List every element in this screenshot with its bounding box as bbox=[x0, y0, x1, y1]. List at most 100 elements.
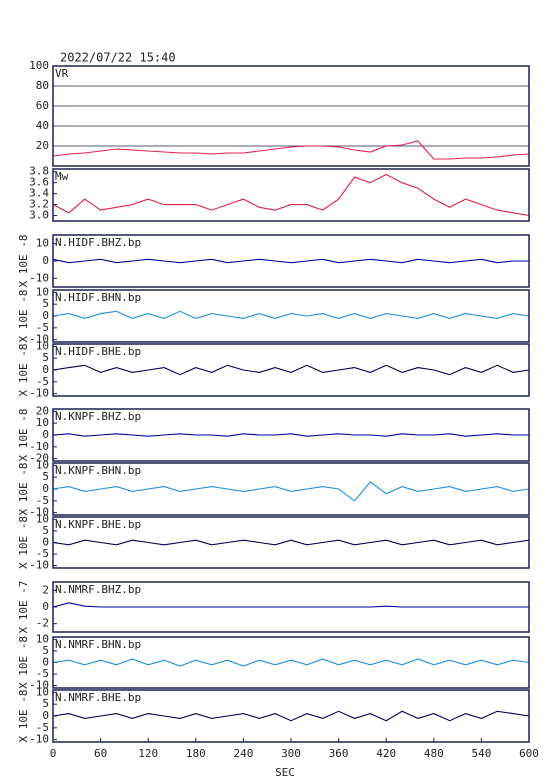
y-tick-label: 0 bbox=[42, 254, 49, 267]
y-tick-label: -5 bbox=[36, 667, 49, 680]
y-axis-label: X 10E -8 bbox=[17, 344, 30, 397]
y-tick-label: 10 bbox=[36, 632, 49, 645]
y-tick-label: 0 bbox=[42, 709, 49, 722]
panel-label: N.NMRF.BHN.bp bbox=[55, 638, 141, 651]
x-tick-label: 420 bbox=[376, 747, 396, 760]
trace bbox=[52, 258, 529, 264]
y-axis-label: X 10E -7 bbox=[17, 581, 30, 634]
y-tick-label: 3.6 bbox=[29, 176, 49, 189]
x-tick-label: 60 bbox=[94, 747, 107, 760]
trace bbox=[52, 173, 530, 217]
y-tick-label: 3.0 bbox=[29, 209, 49, 222]
trace bbox=[52, 481, 530, 502]
x-tick-label: 600 bbox=[519, 747, 539, 760]
panel-label: N.HIDF.BHE.bp bbox=[55, 345, 141, 358]
x-tick-label: 120 bbox=[138, 747, 158, 760]
y-tick-label: -5 bbox=[36, 721, 49, 734]
trace bbox=[52, 658, 530, 667]
y-tick-label: -2 bbox=[36, 617, 49, 630]
trace bbox=[52, 710, 530, 722]
y-tick-label: 10 bbox=[36, 339, 49, 352]
x-axis-label: SEC bbox=[275, 766, 295, 779]
y-tick-label: -10 bbox=[29, 733, 49, 746]
panel-label: N.KNPF.BHZ.bp bbox=[55, 410, 141, 423]
y-axis-label: X 10E -8 bbox=[17, 463, 30, 516]
trace bbox=[52, 140, 530, 160]
y-axis-label: X 10E -8 bbox=[17, 636, 30, 689]
trace bbox=[52, 602, 529, 608]
x-tick-label: 0 bbox=[50, 747, 57, 760]
panel-frame bbox=[52, 289, 530, 343]
y-tick-label: 5 bbox=[42, 524, 49, 537]
panel-frame bbox=[52, 234, 530, 288]
y-tick-label: 10 bbox=[36, 416, 49, 429]
panel-label: Mw bbox=[55, 170, 69, 183]
y-tick-label: 5 bbox=[42, 470, 49, 483]
y-tick-label: 0 bbox=[42, 656, 49, 669]
y-tick-label: 5 bbox=[42, 351, 49, 364]
panel-label: N.NMRF.BHZ.bp bbox=[55, 583, 141, 596]
x-tick-label: 540 bbox=[471, 747, 491, 760]
x-tick-label: 180 bbox=[186, 747, 206, 760]
panel-frame bbox=[52, 516, 530, 569]
y-tick-label: -5 bbox=[36, 375, 49, 388]
x-tick-label: 360 bbox=[329, 747, 349, 760]
trace bbox=[52, 433, 529, 437]
y-tick-label: -5 bbox=[36, 321, 49, 334]
y-tick-label: 0 bbox=[42, 600, 49, 613]
panel-frame bbox=[52, 65, 530, 167]
panel-frame bbox=[52, 168, 530, 222]
y-tick-label: 0 bbox=[42, 428, 49, 441]
y-tick-label: 0 bbox=[42, 482, 49, 495]
x-tick-label: 240 bbox=[233, 747, 253, 760]
y-tick-label: -10 bbox=[29, 559, 49, 572]
panel-label: N.HIDF.BHZ.bp bbox=[55, 236, 141, 249]
y-tick-label: -10 bbox=[29, 506, 49, 519]
trace bbox=[52, 364, 530, 376]
x-tick-label: 480 bbox=[424, 747, 444, 760]
y-tick-label: 0 bbox=[42, 363, 49, 376]
y-tick-label: -10 bbox=[29, 679, 49, 692]
y-tick-label: 10 bbox=[36, 685, 49, 698]
y-axis-label: X 10E -8 bbox=[17, 690, 30, 743]
y-tick-label: 60 bbox=[36, 99, 49, 112]
trace bbox=[52, 310, 530, 319]
y-tick-label: -10 bbox=[29, 271, 49, 284]
y-tick-label: -20 bbox=[29, 452, 49, 465]
panel-frame bbox=[52, 343, 530, 397]
y-tick-label: -10 bbox=[29, 387, 49, 400]
y-tick-label: -5 bbox=[36, 494, 49, 507]
x-tick-label: 300 bbox=[281, 747, 301, 760]
y-tick-label: 80 bbox=[36, 79, 49, 92]
y-tick-label: 5 bbox=[42, 644, 49, 657]
panel-label: VR bbox=[55, 67, 69, 80]
y-tick-label: 10 bbox=[36, 237, 49, 250]
y-tick-label: 40 bbox=[36, 119, 49, 132]
y-tick-label: 10 bbox=[36, 458, 49, 471]
y-tick-label: 3.8 bbox=[29, 165, 49, 178]
panel-label: N.KNPF.BHN.bp bbox=[55, 464, 141, 477]
y-axis-label: X 10E -8 bbox=[17, 235, 30, 288]
trace bbox=[52, 539, 530, 546]
panel-label: N.KNPF.BHE.bp bbox=[55, 518, 141, 531]
y-tick-label: -10 bbox=[29, 440, 49, 453]
y-tick-label: 0 bbox=[42, 309, 49, 322]
panel-frame bbox=[52, 462, 530, 516]
y-axis-label: X 10E -8 bbox=[17, 409, 30, 462]
panel-frame bbox=[52, 636, 530, 689]
panel-label: N.HIDF.BHN.bp bbox=[55, 291, 141, 304]
y-tick-label: 20 bbox=[36, 139, 49, 152]
y-tick-label: 3.4 bbox=[29, 187, 49, 200]
y-tick-label: 0 bbox=[42, 536, 49, 549]
y-tick-label: 3.2 bbox=[29, 198, 49, 211]
y-tick-label: 5 bbox=[42, 697, 49, 710]
y-axis-label: X 10E -8 bbox=[17, 516, 30, 569]
y-tick-label: 2 bbox=[42, 583, 49, 596]
panel-frame bbox=[52, 581, 530, 633]
chart-title: 2022/07/22 15:40 bbox=[60, 51, 176, 65]
y-axis-label: X 10E -8 bbox=[17, 290, 30, 343]
y-tick-label: 5 bbox=[42, 297, 49, 310]
y-tick-label: 10 bbox=[36, 512, 49, 525]
panel-label: N.NMRF.BHE.bp bbox=[55, 691, 141, 704]
y-tick-label: 10 bbox=[36, 285, 49, 298]
